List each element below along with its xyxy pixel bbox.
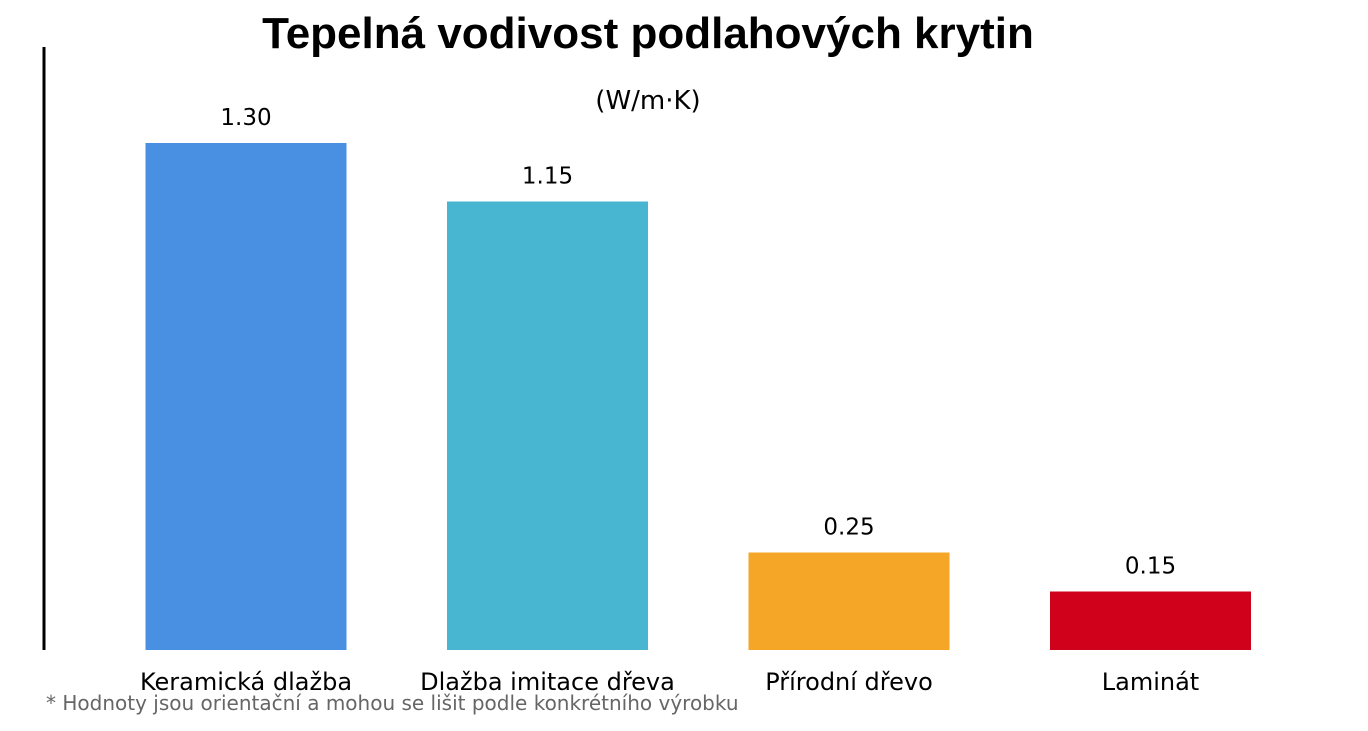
category-label-1: Keramická dlažba	[140, 668, 352, 696]
bar-4	[1050, 591, 1251, 650]
category-label-4: Laminát	[1102, 668, 1199, 696]
category-label-2: Dlažba imitace dřeva	[420, 668, 675, 696]
chart-subtitle: (W/m·K)	[595, 86, 700, 116]
footnote: * Hodnoty jsou orientační a mohou se liš…	[46, 691, 739, 715]
chart-title: Tepelná vodivost podlahových krytin	[262, 9, 1034, 58]
bar-3	[748, 552, 950, 650]
bar-1	[145, 143, 347, 650]
value-label-1: 1.30	[220, 105, 271, 131]
bars-group: 1.30 Keramická dlažba 1.15 Dlažba imitace d…	[140, 105, 1251, 696]
value-label-3: 0.25	[823, 515, 874, 541]
category-label-3: Přírodní dřevo	[765, 668, 933, 696]
value-label-4: 0.15	[1125, 554, 1176, 580]
bar-2	[447, 201, 648, 650]
value-label-2: 1.15	[522, 164, 573, 190]
